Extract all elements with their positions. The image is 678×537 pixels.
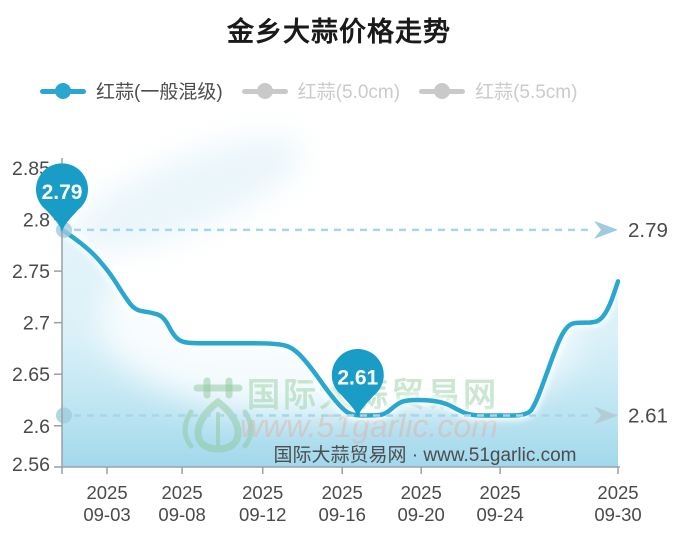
x-tick-date-label: 09-12: [239, 504, 286, 525]
pin-marker-layer: 2.79 2.61: [36, 163, 384, 418]
x-tick-year-label: 2025: [401, 482, 442, 503]
area-fill: [62, 229, 618, 467]
watermark: 国际大蒜贸易网 www.51garlic.com: [182, 376, 498, 453]
y-tick-label: 2.85: [12, 158, 50, 180]
min-axis-dot: [56, 407, 72, 424]
legend-item-red-garlic-5-5cm[interactable]: 红蒜(5.5cm): [419, 77, 577, 104]
pin-balloon: [36, 163, 89, 232]
x-tick-date-label: 09-20: [398, 504, 445, 525]
pin-value-label: 2.61: [337, 366, 378, 389]
footer-site-text: 国际大蒜贸易网 · www.51garlic.com: [274, 444, 577, 466]
haze: [68, 138, 302, 252]
x-tick-date-label: 09-03: [83, 504, 130, 525]
x-tick-year-label: 2025: [480, 482, 521, 503]
legend-label: 红蒜(一般混级): [96, 82, 223, 103]
pin-value-label: 2.79: [42, 181, 83, 204]
line-dot-marker-icon: [40, 82, 86, 99]
y-tick-label: 2.65: [12, 364, 50, 386]
x-tick-year-label: 2025: [242, 482, 283, 503]
line-dot-marker-icon: [419, 82, 466, 99]
y-tick-label: 2.6: [23, 416, 50, 438]
y-tick-label: 2.7: [23, 313, 50, 335]
axis-layer: 2.852.82.752.72.652.62.56202509-03202509…: [12, 158, 642, 525]
legend-label: 红蒜(5.5cm): [475, 82, 578, 103]
x-tick-date-label: 09-24: [476, 504, 523, 525]
min-price-pin: 2.61: [331, 348, 384, 418]
page-title: 金乡大蒜价格走势: [227, 17, 451, 47]
legend-item-red-garlic-mixed[interactable]: 红蒜(一般混级): [40, 77, 223, 104]
min-arrow-icon: [594, 406, 618, 425]
x-tick-year-label: 2025: [162, 482, 203, 503]
x-tick-year-label: 2025: [86, 482, 127, 503]
x-tick-year-label: 2025: [597, 482, 638, 503]
y-tick-label: 2.75: [12, 261, 50, 283]
y-tick-label: 2.8: [23, 210, 50, 232]
x-tick-date-label: 09-16: [319, 504, 366, 525]
annotation-layer: 2.79 2.61: [56, 219, 668, 427]
x-tick-year-label: 2025: [322, 482, 363, 503]
max-arrow-icon: [594, 220, 618, 239]
legend: 红蒜(一般混级) 红蒜(5.0cm) 红蒜(5.5cm): [40, 77, 577, 104]
legend-label: 红蒜(5.0cm): [297, 82, 401, 103]
max-value-label: 2.79: [628, 219, 668, 242]
pin-balloon: [331, 348, 384, 418]
y-tick-label: 2.56: [12, 454, 50, 476]
min-value-label: 2.61: [628, 404, 668, 427]
x-tick-date-label: 09-08: [158, 504, 205, 525]
line-dot-marker-icon: [241, 82, 288, 99]
legend-item-red-garlic-5-0cm[interactable]: 红蒜(5.0cm): [241, 77, 401, 104]
max-price-pin: 2.79: [36, 163, 89, 232]
x-tick-date-label: 09-30: [594, 504, 641, 525]
